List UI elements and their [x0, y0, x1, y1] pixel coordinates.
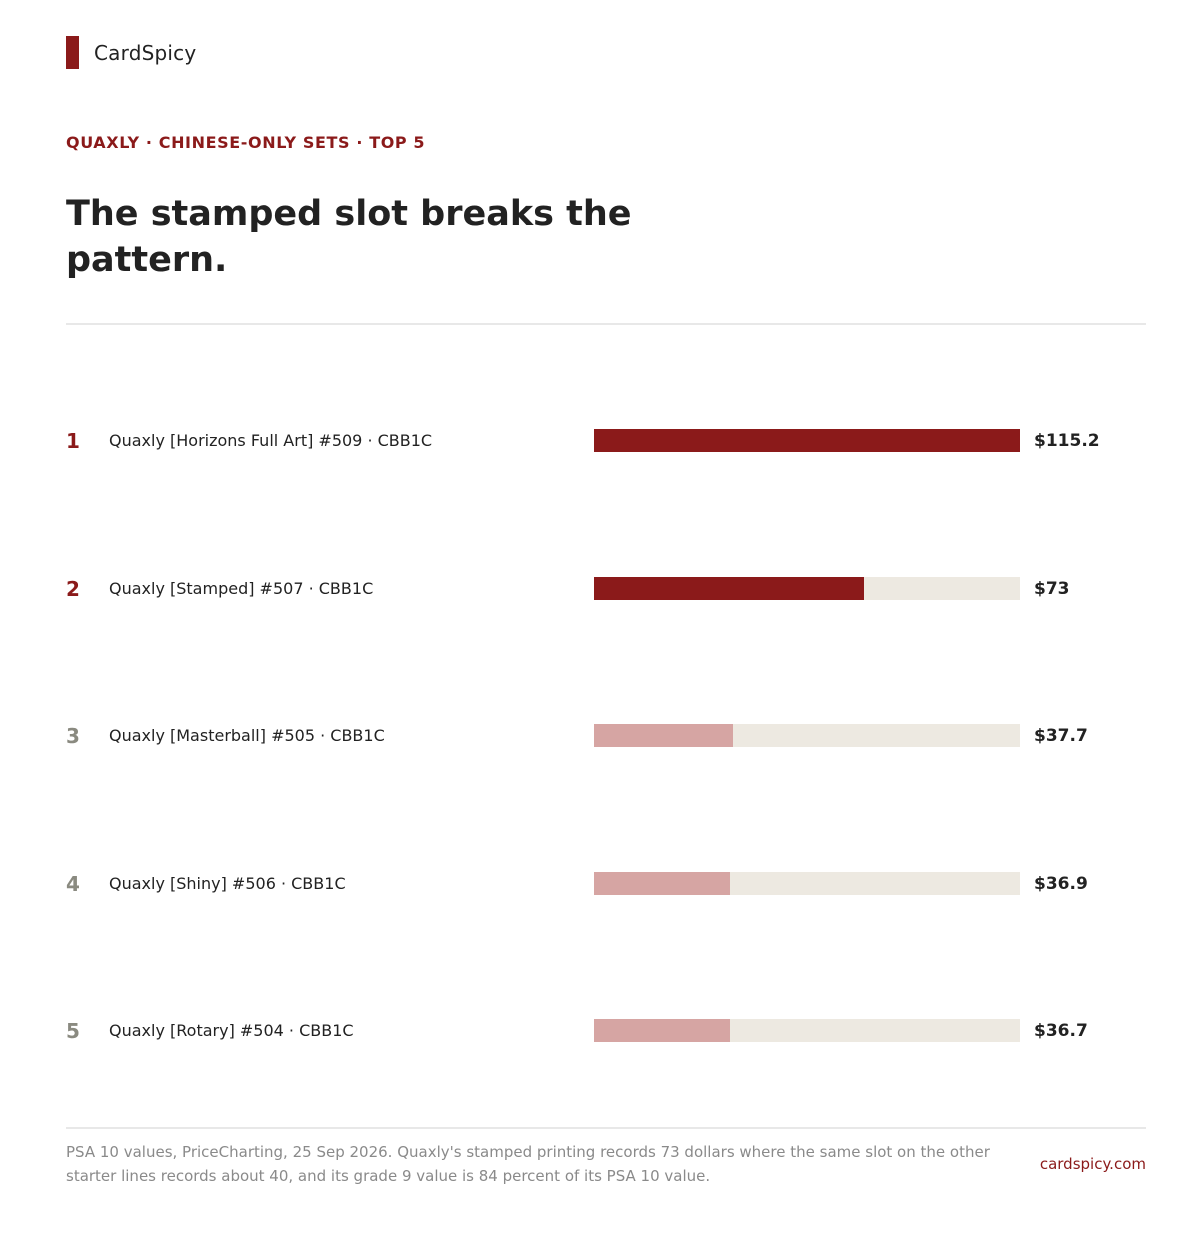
brand-name: CardSpicy [94, 40, 197, 65]
category-label: Quaxly [Masterball] #505 · CBB1C [109, 726, 385, 745]
category-label: Quaxly [Horizons Full Art] #509 · CBB1C [109, 431, 433, 450]
bar-row-3: 3 Quaxly [Masterball] #505 · CBB1C $37.7 [66, 724, 1146, 748]
chart-kicker: QUAXLY · CHINESE-ONLY SETS · TOP 5 [66, 133, 426, 152]
rank-label: 1 [66, 429, 80, 453]
category-label: Quaxly [Shiny] #506 · CBB1C [109, 874, 346, 893]
bar [594, 872, 731, 895]
bar [594, 429, 1020, 452]
chart-headline: The stamped slot breaks the pattern. [66, 194, 632, 280]
rank-label: 3 [66, 724, 80, 748]
source-footnote: PSA 10 values, PriceCharting, 25 Sep 202… [66, 1143, 990, 1185]
site-link[interactable]: cardspicy.com [1039, 1155, 1146, 1173]
bar-row-1: 1 Quaxly [Horizons Full Art] #509 · CBB1C… [66, 429, 1146, 453]
value-label: $36.9 [1034, 874, 1088, 894]
brand: CardSpicy [66, 36, 196, 69]
bar [594, 577, 864, 600]
value-label: $115.2 [1034, 431, 1100, 451]
value-label: $73 [1034, 579, 1070, 599]
top-divider [66, 323, 1146, 325]
rank-label: 2 [66, 577, 80, 601]
rank-label: 5 [66, 1019, 80, 1043]
bar-row-4: 4 Quaxly [Shiny] #506 · CBB1C $36.9 [66, 872, 1146, 896]
value-label: $36.7 [1034, 1021, 1088, 1041]
rank-label: 4 [66, 872, 80, 896]
bar-track [594, 1019, 1020, 1042]
bottom-divider [66, 1127, 1146, 1129]
bar-row-2: 2 Quaxly [Stamped] #507 · CBB1C $73 [66, 577, 1146, 601]
brand-logo-mark [66, 36, 79, 69]
bar-track [594, 429, 1020, 452]
bar [594, 1019, 730, 1042]
bar-row-5: 5 Quaxly [Rotary] #504 · CBB1C $36.7 [66, 1019, 1146, 1043]
bar-track [594, 724, 1020, 747]
category-label: Quaxly [Rotary] #504 · CBB1C [109, 1021, 354, 1040]
bar-track [594, 577, 1020, 600]
bar [594, 724, 734, 747]
category-label: Quaxly [Stamped] #507 · CBB1C [109, 579, 374, 598]
bar-track [594, 872, 1020, 895]
value-label: $37.7 [1034, 726, 1088, 746]
